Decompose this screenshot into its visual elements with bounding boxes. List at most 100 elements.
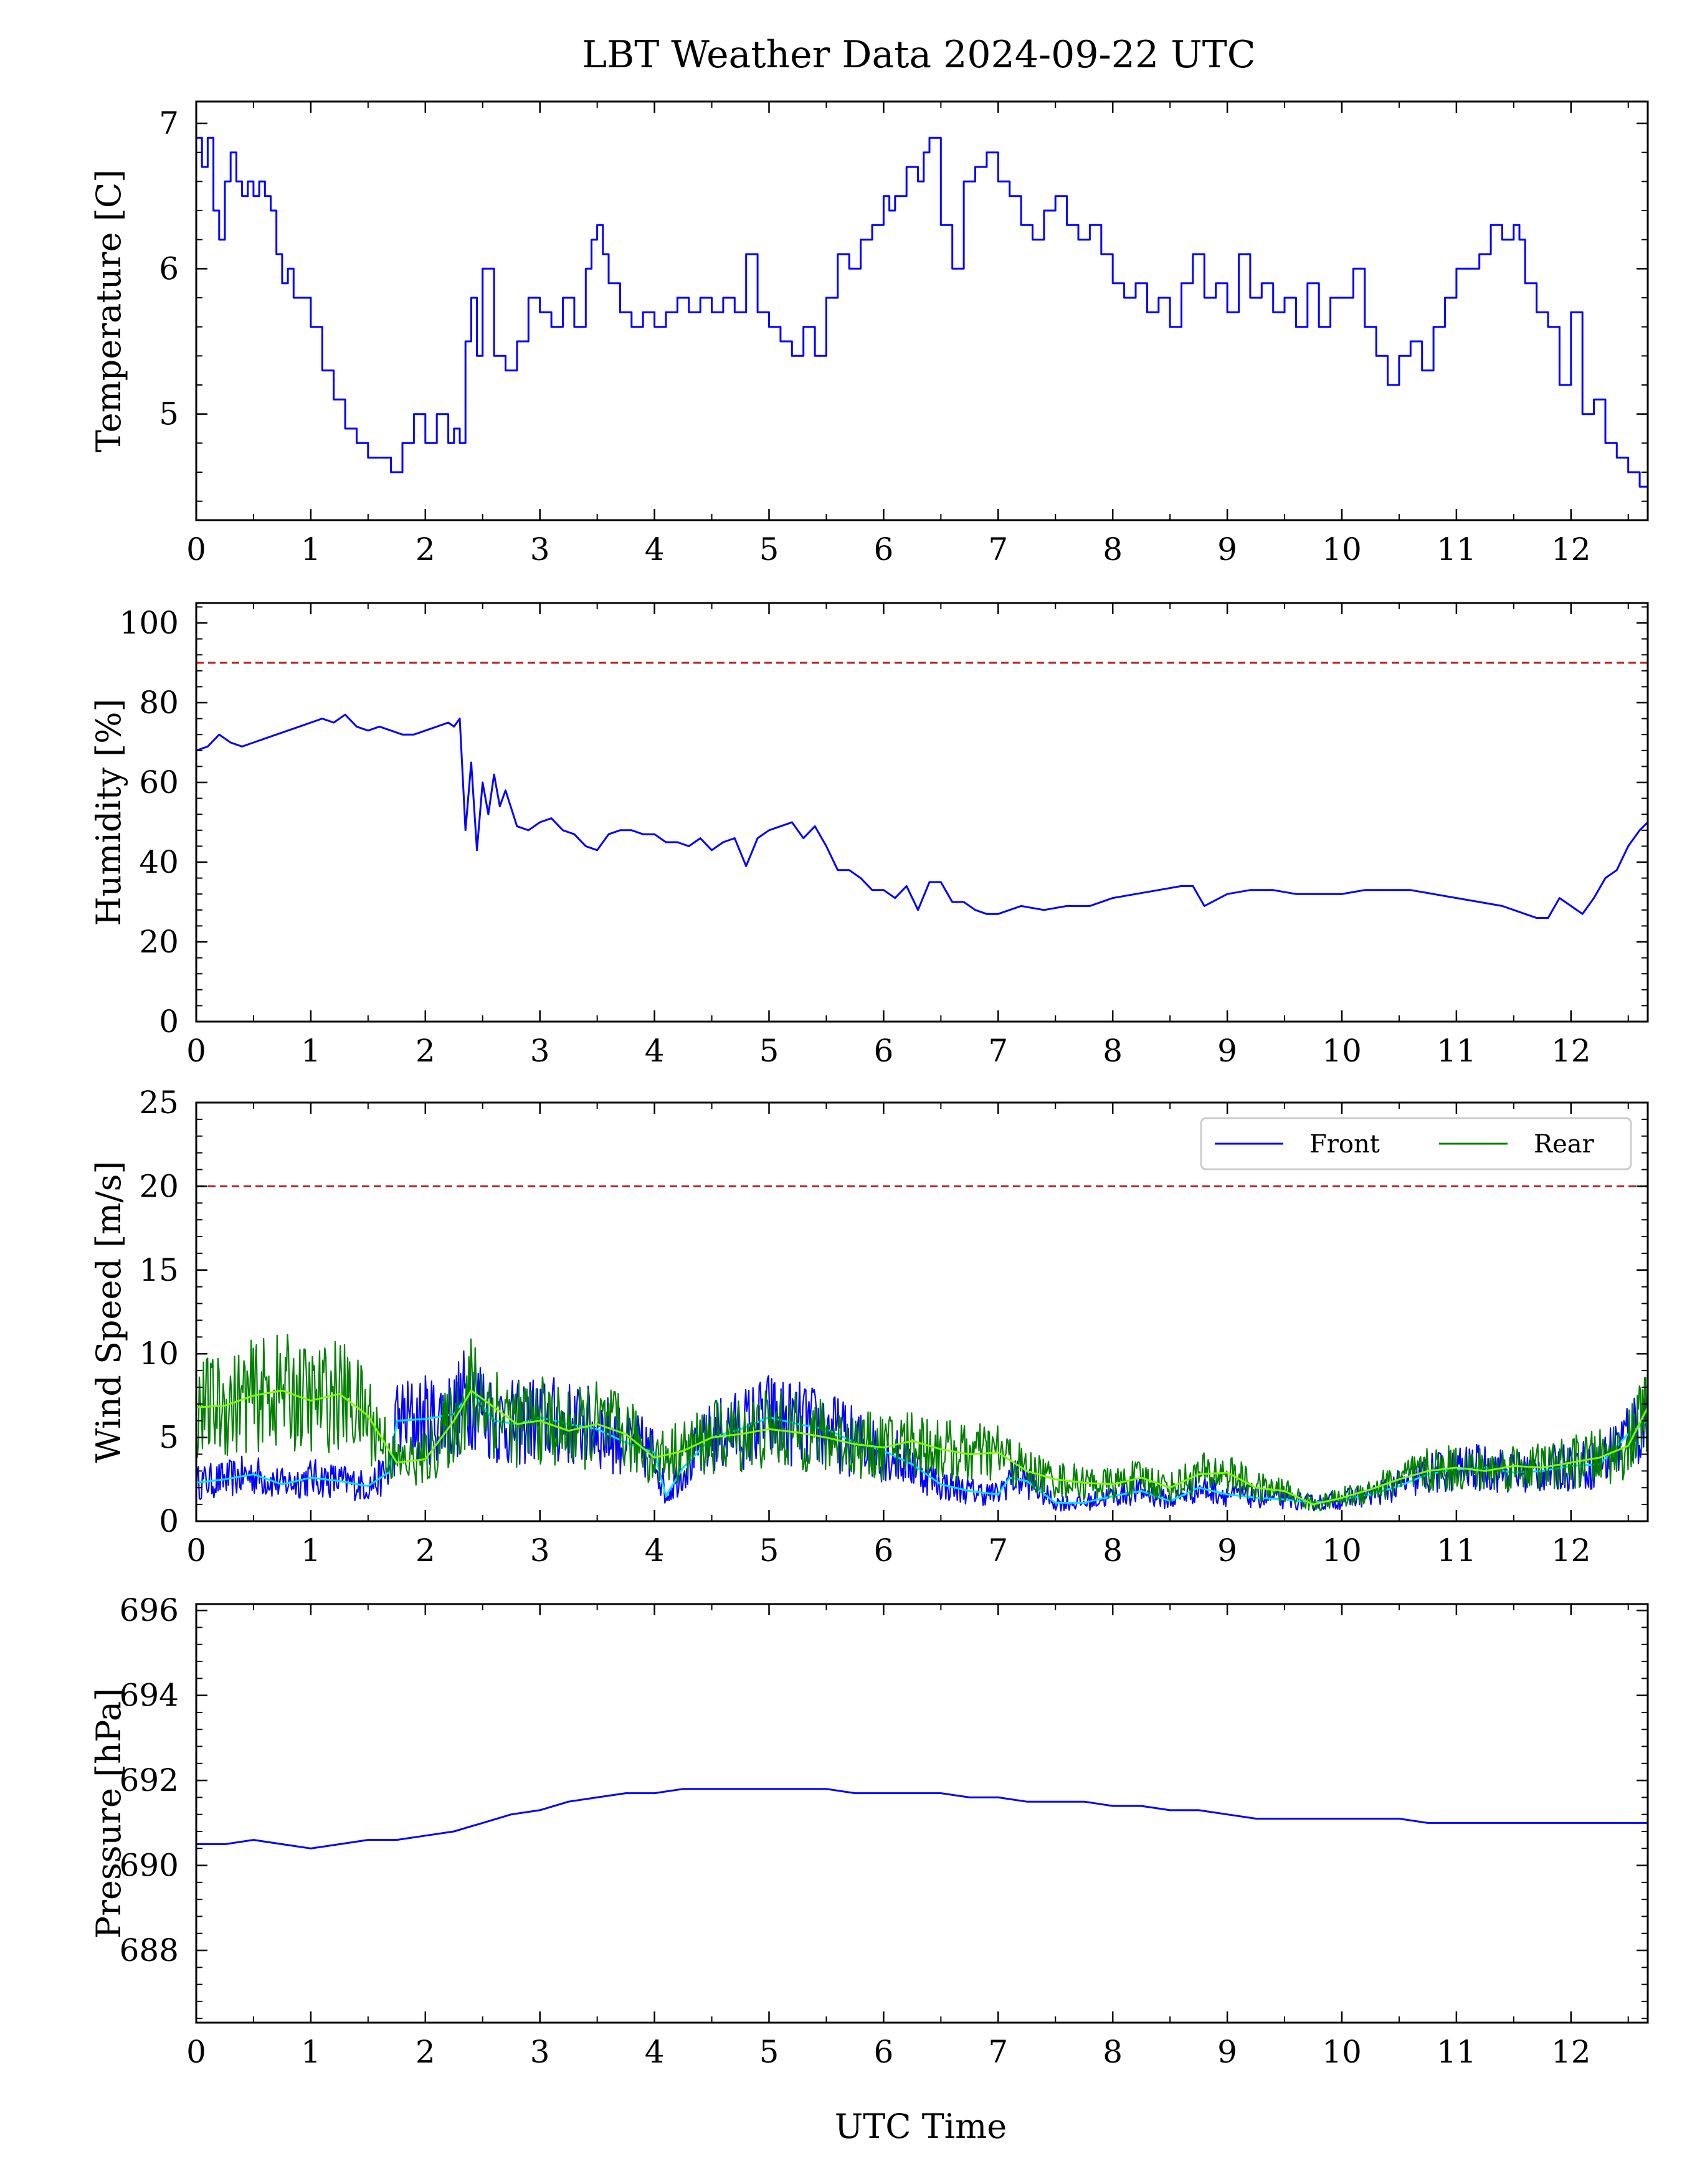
axes-frame-humidity <box>195 602 1649 1023</box>
x-tick-label-humidity: 2 <box>416 1033 435 1069</box>
y-tick-label-humidity: 20 <box>139 924 179 960</box>
x-tick-label-humidity: 11 <box>1437 1033 1476 1069</box>
y-tick-label-temperature: 5 <box>159 396 179 432</box>
x-tick-label-pressure: 7 <box>988 2034 1008 2070</box>
y-tick-label-wind: 0 <box>159 1503 179 1539</box>
x-tick-label-wind: 10 <box>1322 1532 1362 1569</box>
x-tick-label-pressure: 1 <box>301 2034 321 2070</box>
series-line-humidity <box>196 713 1648 919</box>
x-tick-label-humidity: 7 <box>988 1033 1008 1069</box>
x-tick-label-temperature: 3 <box>530 531 550 567</box>
y-tick-label-wind: 5 <box>159 1420 179 1456</box>
x-tick-label-humidity: 0 <box>186 1033 206 1069</box>
series-line-pressure <box>196 1788 1648 1849</box>
x-tick-label-humidity: 8 <box>1103 1033 1123 1069</box>
y-axis-label-temperature: Temperature [C] <box>89 169 128 452</box>
x-tick-label-pressure: 12 <box>1551 2034 1591 2070</box>
y-tick-label-pressure: 688 <box>120 1932 179 1968</box>
x-tick-label-temperature: 5 <box>759 531 779 567</box>
y-tick-label-humidity: 80 <box>139 685 179 721</box>
legend-label-rear: Rear <box>1534 1130 1595 1159</box>
x-tick-label-pressure: 5 <box>759 2034 779 2070</box>
x-tick-label-humidity: 3 <box>530 1033 550 1069</box>
x-tick-label-temperature: 4 <box>645 531 665 567</box>
x-tick-label-wind: 1 <box>301 1532 321 1569</box>
panel-pressure: 0 1 2 3 4 5 6 7 8 9 10 11 12688690692694696Pressure … <box>89 1592 1649 2070</box>
x-tick-label-temperature: 6 <box>873 531 893 567</box>
y-tick-label-pressure: 690 <box>120 1848 179 1884</box>
y-axis-label-humidity: Humidity [%] <box>89 698 128 926</box>
x-tick-label-temperature: 2 <box>416 531 435 567</box>
y-tick-label-wind: 10 <box>139 1336 179 1372</box>
x-tick-label-temperature: 9 <box>1217 531 1237 567</box>
x-tick-label-pressure: 2 <box>416 2034 435 2070</box>
series-line-wind-rear <box>196 1334 1648 1512</box>
legend-wind: Front Rear <box>1200 1117 1632 1170</box>
x-tick-label-temperature: 8 <box>1103 531 1123 567</box>
y-tick-label-pressure: 696 <box>120 1592 179 1628</box>
x-tick-label-wind: 2 <box>416 1532 435 1569</box>
x-tick-label-humidity: 10 <box>1322 1033 1362 1069</box>
y-tick-label-temperature: 6 <box>159 250 179 287</box>
series-line-wind-front <box>196 1350 1648 1512</box>
x-tick-label-temperature: 11 <box>1437 531 1476 567</box>
plot-area-pressure <box>196 1788 1648 1849</box>
y-tick-label-humidity: 0 <box>159 1004 179 1040</box>
x-tick-label-wind: 12 <box>1551 1532 1591 1569</box>
plot-area-wind <box>196 1185 1648 1512</box>
x-tick-label-wind: 11 <box>1437 1532 1476 1569</box>
axes-frame-pressure <box>195 1603 1649 2024</box>
x-tick-label-pressure: 3 <box>530 2034 550 2070</box>
x-tick-label-temperature: 7 <box>988 531 1008 567</box>
y-tick-label-pressure: 692 <box>120 1762 179 1798</box>
x-tick-label-humidity: 9 <box>1217 1033 1237 1069</box>
y-tick-label-wind: 25 <box>139 1085 179 1121</box>
figure-title: LBT Weather Data 2024-09-22 UTC <box>582 33 1255 77</box>
axes-frame-temperature <box>195 100 1649 521</box>
x-tick-label-pressure: 11 <box>1437 2034 1476 2070</box>
plot-area-temperature <box>196 136 1648 488</box>
x-tick-label-wind: 3 <box>530 1532 550 1569</box>
x-tick-label-wind: 8 <box>1103 1532 1123 1569</box>
x-tick-label-pressure: 8 <box>1103 2034 1123 2070</box>
y-tick-label-temperature: 7 <box>159 105 179 141</box>
series-smooth-rear <box>196 1389 1648 1506</box>
x-tick-label-temperature: 0 <box>186 531 206 567</box>
plot-area-humidity <box>196 662 1648 919</box>
axes-frame-wind <box>195 1101 1649 1522</box>
y-tick-label-humidity: 60 <box>139 764 179 800</box>
x-tick-label-pressure: 0 <box>186 2034 206 2070</box>
y-tick-label-humidity: 40 <box>139 844 179 880</box>
x-tick-label-wind: 7 <box>988 1532 1008 1569</box>
x-tick-label-humidity: 5 <box>759 1033 779 1069</box>
x-tick-label-humidity: 6 <box>873 1033 893 1069</box>
x-tick-label-pressure: 10 <box>1322 2034 1362 2070</box>
x-axis-label: UTC Time <box>835 2107 1007 2146</box>
y-tick-label-humidity: 100 <box>120 605 179 641</box>
y-axis-label-wind: Wind Speed [m/s] <box>89 1161 128 1463</box>
x-tick-label-wind: 6 <box>873 1532 893 1569</box>
x-tick-label-humidity: 4 <box>645 1033 665 1069</box>
x-tick-label-pressure: 4 <box>645 2034 665 2070</box>
y-tick-label-wind: 15 <box>139 1252 179 1288</box>
x-tick-label-humidity: 12 <box>1551 1033 1591 1069</box>
x-tick-label-temperature: 12 <box>1551 531 1591 567</box>
series-line-temperature <box>196 136 1648 488</box>
x-tick-label-pressure: 6 <box>873 2034 893 2070</box>
x-tick-label-wind: 4 <box>645 1532 665 1569</box>
x-tick-label-wind: 9 <box>1217 1532 1237 1569</box>
y-tick-label-wind: 20 <box>139 1168 179 1204</box>
legend-label-front: Front <box>1309 1130 1380 1159</box>
y-tick-label-pressure: 694 <box>120 1678 179 1714</box>
y-axis-label-pressure: Pressure [hPa] <box>89 1688 128 1939</box>
x-tick-label-wind: 5 <box>759 1532 779 1569</box>
x-tick-label-temperature: 1 <box>301 531 321 567</box>
x-tick-label-temperature: 10 <box>1322 531 1362 567</box>
legend-box <box>1200 1117 1632 1170</box>
